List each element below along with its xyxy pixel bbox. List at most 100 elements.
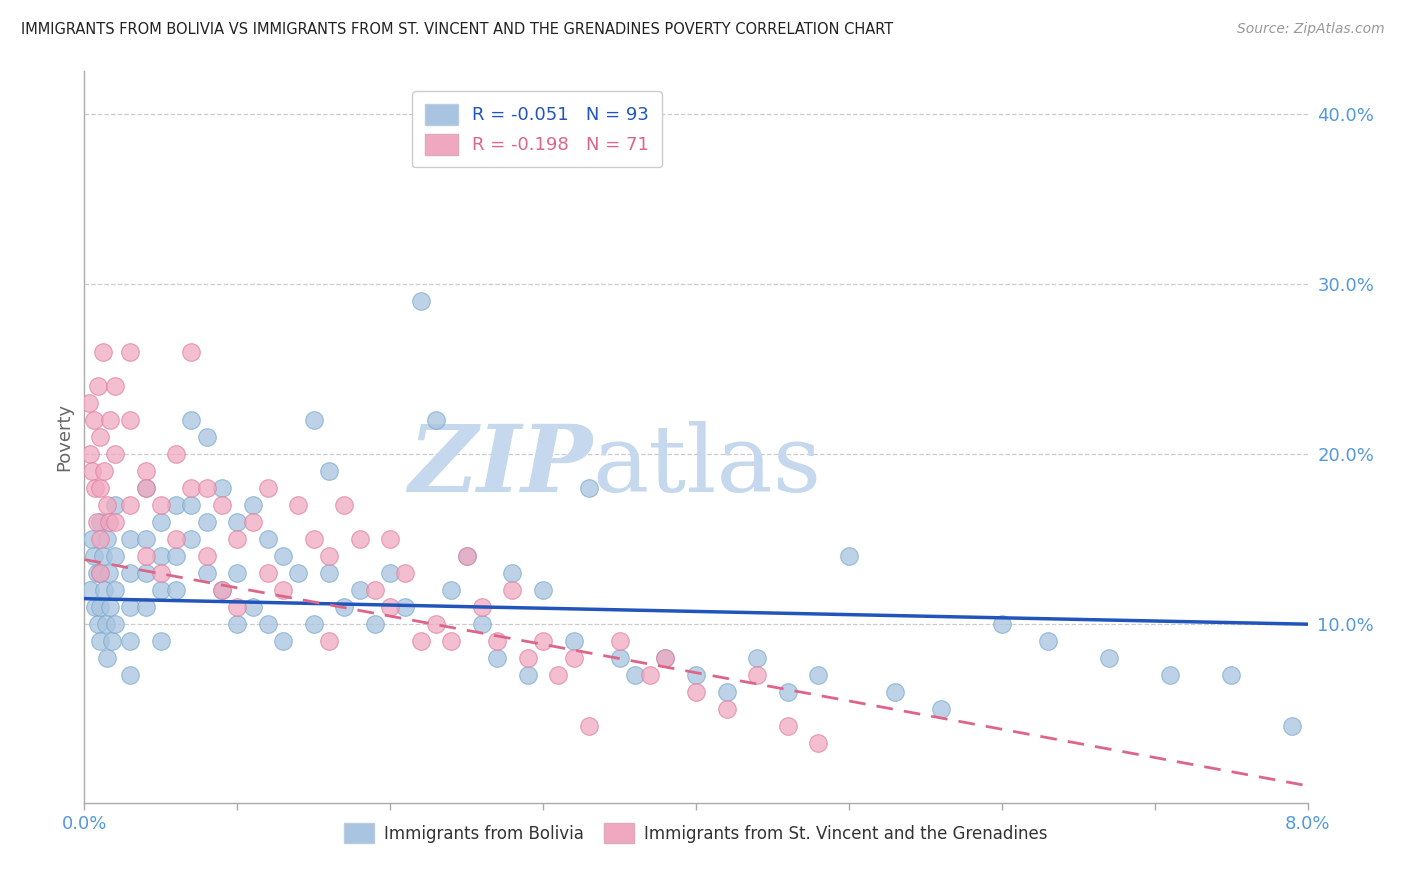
Point <box>929 702 952 716</box>
Point <box>149 634 172 648</box>
Point <box>91 549 114 563</box>
Point <box>456 549 478 563</box>
Point <box>226 600 249 615</box>
Point <box>287 498 309 512</box>
Point <box>87 617 110 632</box>
Point <box>883 685 905 699</box>
Point <box>333 600 356 615</box>
Point <box>807 668 830 682</box>
Point <box>654 651 676 665</box>
Point <box>226 532 249 546</box>
Y-axis label: Poverty: Poverty <box>55 403 73 471</box>
Point <box>318 464 340 478</box>
Point <box>654 651 676 665</box>
Point <box>318 634 340 648</box>
Point <box>89 566 111 581</box>
Point <box>91 345 114 359</box>
Point <box>120 413 142 427</box>
Point <box>149 566 172 581</box>
Point <box>135 549 157 563</box>
Point <box>80 532 103 546</box>
Point <box>257 617 280 632</box>
Point <box>180 481 202 495</box>
Point <box>257 532 280 546</box>
Point <box>135 481 157 495</box>
Point <box>226 617 249 632</box>
Point <box>97 515 120 529</box>
Point <box>394 566 416 581</box>
Point <box>165 447 187 461</box>
Point <box>104 583 127 598</box>
Point <box>89 634 111 648</box>
Point <box>747 651 769 665</box>
Point <box>409 293 432 308</box>
Point <box>84 481 107 495</box>
Point <box>94 617 117 632</box>
Point <box>83 549 105 563</box>
Point <box>440 583 463 598</box>
Point <box>516 651 538 665</box>
Point <box>1220 668 1243 682</box>
Point <box>364 617 387 632</box>
Point <box>84 600 107 615</box>
Point <box>180 413 202 427</box>
Point <box>104 549 127 563</box>
Point <box>716 685 738 699</box>
Legend: Immigrants from Bolivia, Immigrants from St. Vincent and the Grenadines: Immigrants from Bolivia, Immigrants from… <box>337 817 1054 849</box>
Point <box>226 566 249 581</box>
Point <box>685 685 707 699</box>
Point <box>195 549 218 563</box>
Point <box>302 532 325 546</box>
Point <box>96 532 118 546</box>
Point <box>425 413 447 427</box>
Point <box>97 566 120 581</box>
Point <box>456 549 478 563</box>
Point <box>180 345 202 359</box>
Point <box>471 600 494 615</box>
Point <box>516 668 538 682</box>
Point <box>257 481 280 495</box>
Point <box>79 447 101 461</box>
Point <box>93 583 115 598</box>
Point <box>120 668 142 682</box>
Point <box>135 600 157 615</box>
Point <box>89 532 111 546</box>
Point <box>349 583 371 598</box>
Point <box>104 447 127 461</box>
Point <box>180 532 202 546</box>
Point <box>302 413 325 427</box>
Point <box>120 498 142 512</box>
Point <box>380 532 402 546</box>
Point <box>165 549 187 563</box>
Point <box>135 481 157 495</box>
Point <box>195 481 218 495</box>
Point <box>409 634 432 648</box>
Point <box>609 634 631 648</box>
Point <box>104 515 127 529</box>
Point <box>195 515 218 529</box>
Point <box>242 515 264 529</box>
Point <box>271 583 294 598</box>
Point <box>180 498 202 512</box>
Point <box>380 566 402 581</box>
Point <box>101 634 124 648</box>
Point <box>96 651 118 665</box>
Point <box>120 634 142 648</box>
Point <box>440 634 463 648</box>
Point <box>226 515 249 529</box>
Point <box>609 651 631 665</box>
Point <box>776 719 799 733</box>
Point <box>1098 651 1121 665</box>
Point <box>318 566 340 581</box>
Text: atlas: atlas <box>592 421 821 511</box>
Point <box>578 481 600 495</box>
Point <box>425 617 447 632</box>
Point <box>1281 719 1303 733</box>
Point <box>149 549 172 563</box>
Point <box>96 498 118 512</box>
Point <box>271 634 294 648</box>
Point <box>271 549 294 563</box>
Point <box>149 583 172 598</box>
Point <box>349 532 371 546</box>
Point <box>211 481 233 495</box>
